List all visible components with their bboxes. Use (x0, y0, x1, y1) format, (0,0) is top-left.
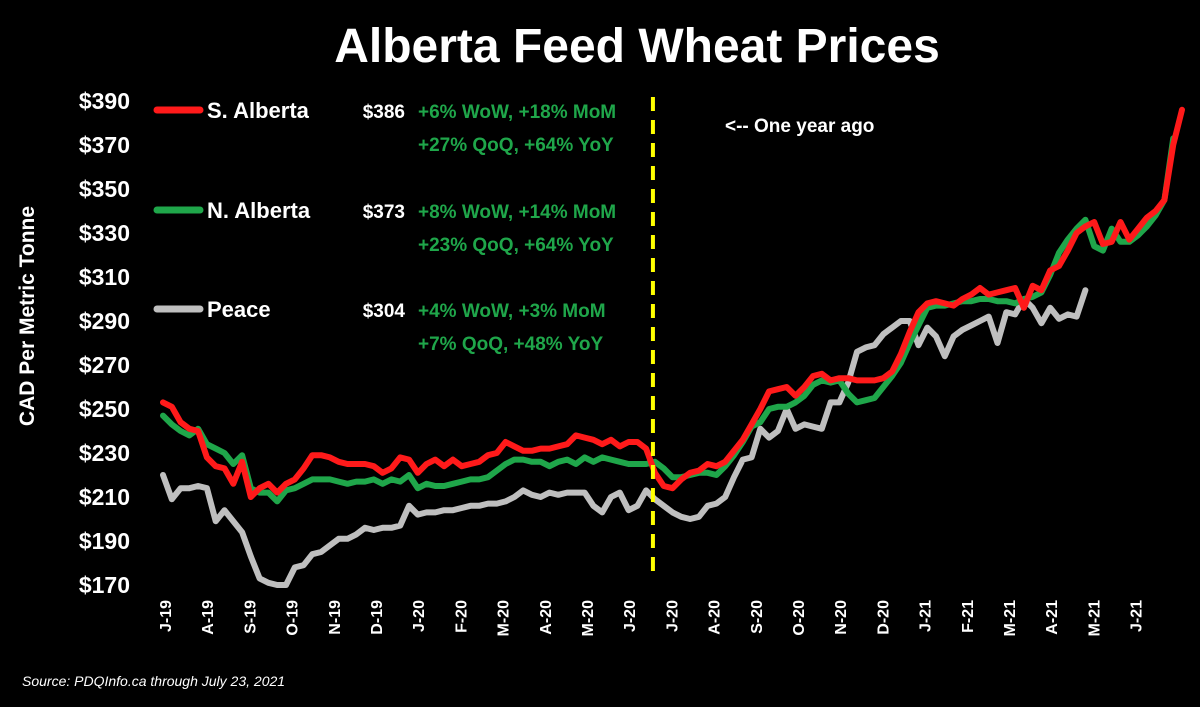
x-tick-label: F-21 (960, 600, 977, 633)
legend-name-peace: Peace (207, 297, 271, 322)
x-tick-label: M-20 (496, 600, 513, 637)
series-line-peace (160, 287, 1089, 588)
y-tick-label: $350 (79, 176, 130, 202)
source-note: Source: PDQInfo.ca through July 23, 2021 (22, 673, 285, 689)
x-tick-label: O-20 (791, 600, 808, 636)
y-tick-label: $390 (79, 88, 130, 114)
x-tick-label: M-20 (580, 600, 597, 637)
x-tick-label: A-19 (200, 600, 217, 635)
y-tick-label: $230 (79, 440, 130, 466)
x-tick-label: A-21 (1044, 600, 1061, 635)
y-axis-label: CAD Per Metric Tonne (16, 206, 39, 426)
legend-change-long-s-alberta: +27% QoQ, +64% YoY (418, 135, 614, 156)
x-tick-label: S-19 (242, 600, 259, 634)
chart-title: Alberta Feed Wheat Prices (334, 20, 940, 73)
y-tick-label: $370 (79, 132, 130, 158)
series-line-n-alberta (160, 135, 1177, 505)
x-tick-label: F-20 (453, 600, 470, 633)
x-tick-label: J-21 (1129, 600, 1146, 632)
x-tick-label: M-21 (1002, 600, 1019, 637)
x-tick-label: N-20 (833, 600, 850, 635)
y-tick-label: $170 (79, 572, 130, 598)
x-tick-label: D-19 (369, 600, 386, 635)
y-tick-label: $290 (79, 308, 130, 334)
x-tick-label: S-20 (749, 600, 766, 634)
x-tick-label: M-21 (1086, 600, 1103, 637)
annotation-label: <-- One year ago (725, 116, 874, 137)
legend-change-short-n-alberta: +8% WoW, +14% MoM (418, 202, 616, 223)
legend-change-short-s-alberta: +6% WoW, +18% MoM (418, 102, 616, 123)
legend-price-peace: $304 (363, 301, 406, 322)
x-tick-label: J-20 (664, 600, 681, 632)
plot-area (160, 106, 1185, 588)
legend-change-long-peace: +7% QoQ, +48% YoY (418, 334, 603, 355)
y-tick-label: $210 (79, 484, 130, 510)
x-tick-label: D-20 (875, 600, 892, 635)
legend-price-s-alberta: $386 (363, 102, 405, 123)
y-tick-label: $310 (79, 264, 130, 290)
y-tick-label: $330 (79, 220, 130, 246)
x-tick-label: A-20 (707, 600, 724, 635)
x-axis: J-19 A-19 S-19 O-19 N-19 D-19 J-20 F-20 M-20 A-20… (158, 600, 1146, 637)
x-tick-label: J-20 (411, 600, 428, 632)
y-axis: $390 $370 $350 $330 $310 $290 $270 $250 $230 $210… (79, 88, 130, 598)
y-tick-label: $270 (79, 352, 130, 378)
legend-change-short-peace: +4% WoW, +3% MoM (418, 301, 606, 322)
legend-name-s-alberta: S. Alberta (207, 98, 310, 123)
series-line-s-alberta (160, 106, 1185, 500)
x-tick-label: J-19 (158, 600, 175, 632)
x-tick-label: N-19 (327, 600, 344, 635)
x-tick-label: J-21 (918, 600, 935, 632)
y-tick-label: $250 (79, 396, 130, 422)
legend-change-long-n-alberta: +23% QoQ, +64% YoY (418, 235, 614, 256)
x-tick-label: J-20 (622, 600, 639, 632)
annotation: <-- One year ago (650, 97, 874, 580)
x-tick-label: O-19 (285, 600, 302, 636)
legend-name-n-alberta: N. Alberta (207, 198, 311, 223)
legend: S. Alberta $386 +6% WoW, +18% MoM +27% QoQ,… (153, 98, 616, 355)
y-tick-label: $190 (79, 528, 130, 554)
x-tick-label: A-20 (538, 600, 555, 635)
legend-price-n-alberta: $373 (363, 202, 405, 223)
